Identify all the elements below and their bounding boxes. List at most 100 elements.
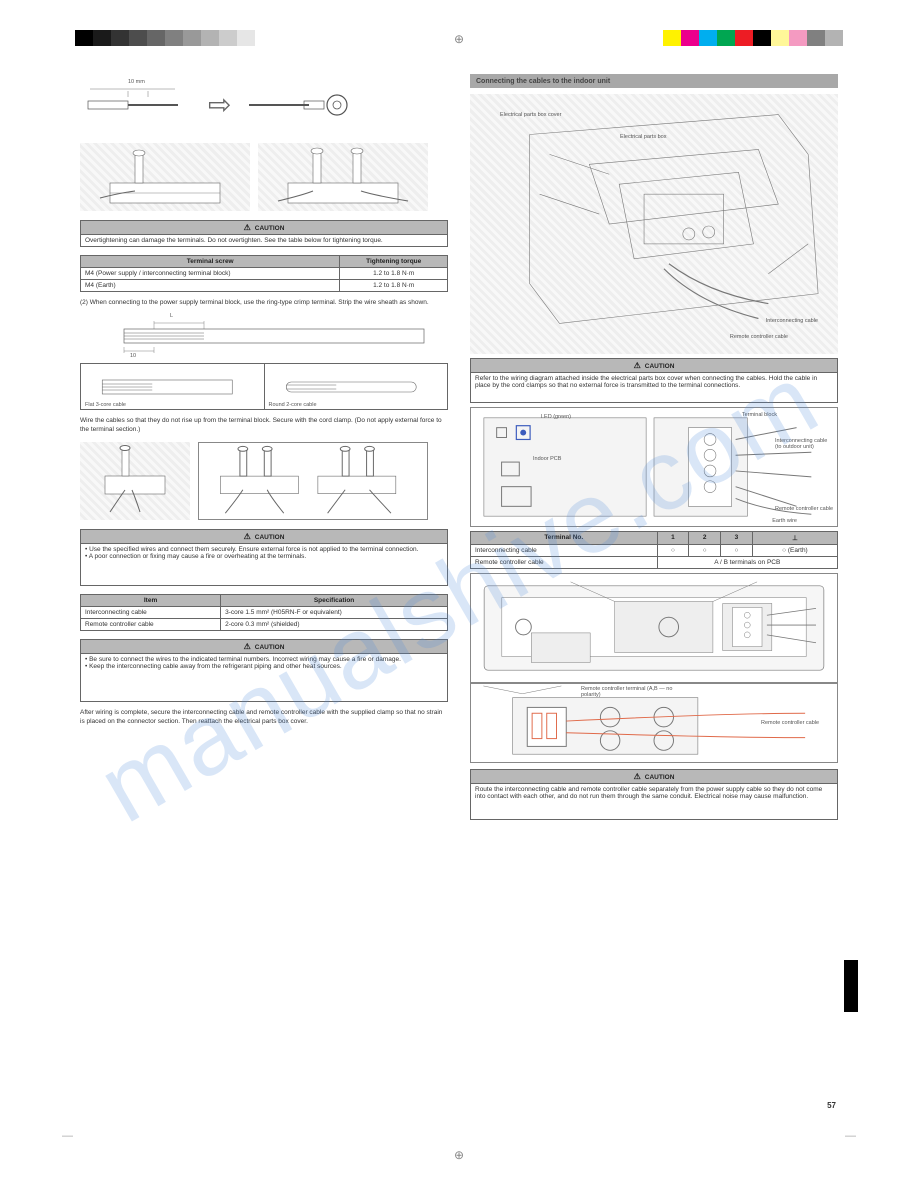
fig-rc-terminal: Remote controller terminal (A,B — no pol… [470, 683, 838, 763]
tt-r1c1: A / B terminals on PCB [657, 557, 837, 569]
lbl-rc2: Remote controller cable [775, 506, 835, 512]
colorbar-right [663, 30, 843, 46]
info-r1c1: 2-core 0.3 mm² (shielded) [221, 619, 448, 631]
caution-3: CAUTION • Be sure to connect the wires t… [80, 639, 448, 702]
color-swatch [789, 30, 807, 46]
page-content: 10 mm ⇨ [80, 70, 838, 1118]
color-swatch [237, 30, 255, 46]
lbl-led: LED (green) [541, 414, 571, 420]
color-swatch [699, 30, 717, 46]
color-swatch [219, 30, 237, 46]
caution-1: CAUTION Overtightening can damage the te… [80, 220, 448, 247]
caution-right-body: Refer to the wiring diagram attached ins… [471, 373, 838, 403]
fig-clamp-2 [198, 442, 428, 520]
info-table: Item Specification Interconnecting cable… [80, 594, 448, 631]
torque-r1c1: 1.2 to 1.8 N·m [340, 280, 448, 292]
color-swatch [807, 30, 825, 46]
tt-c2: 2 [689, 532, 721, 545]
color-swatch [735, 30, 753, 46]
tt-r0c1: ○ [657, 545, 689, 557]
fig-clamp-1 [80, 442, 190, 520]
side-tab [844, 960, 858, 1012]
fig-wire-strip-row: 10 mm ⇨ [80, 74, 448, 134]
wire-round-label: Round 2-core cable [269, 402, 317, 408]
caution-3-header: CAUTION [81, 640, 448, 654]
section-band: Connecting the cables to the indoor unit [470, 74, 838, 88]
fig-cable-strip: L 10 [80, 311, 448, 359]
color-swatch [129, 30, 147, 46]
wire-flat-label: Flat 3-core cable [85, 402, 126, 408]
fig-screw-single [80, 143, 250, 211]
arrow-icon: ⇨ [208, 88, 231, 121]
color-swatch [255, 30, 273, 46]
caution-right-header: CAUTION [471, 359, 838, 373]
tt-c4: ⊥ [752, 532, 837, 545]
tt-r0c4: ○ (Earth) [752, 545, 837, 557]
torque-r0c1: 1.2 to 1.8 N·m [340, 268, 448, 280]
lbl-earth: Earth wire [772, 518, 797, 524]
dim-b: 10 [130, 353, 136, 359]
lbl-intc: Interconnecting cable [766, 318, 818, 324]
left-column: 10 mm ⇨ [80, 70, 448, 1118]
torque-r0c0: M4 (Power supply / interconnecting termi… [81, 268, 340, 280]
lbl-rc-term: Remote controller terminal (A,B — no pol… [581, 686, 681, 698]
color-swatch [663, 30, 681, 46]
caution-bottom: CAUTION Route the interconnecting cable … [470, 769, 838, 820]
color-swatch [201, 30, 219, 46]
fig-terminal-screws-row [80, 142, 448, 212]
right-column: Connecting the cables to the indoor unit… [470, 70, 838, 1118]
torque-col-1: Tightening torque [340, 256, 448, 268]
color-swatch [93, 30, 111, 46]
color-swatch [111, 30, 129, 46]
dim-10mm: 10 mm [128, 79, 145, 85]
crop-mark-bl: — [62, 1130, 73, 1142]
caution-2: CAUTION • Use the specified wires and co… [80, 529, 448, 586]
fig-pcb: LED (green) Indoor PCB Terminal block In… [470, 407, 838, 527]
color-swatch [165, 30, 183, 46]
tt-r0c2: ○ [689, 545, 721, 557]
info-c0: Item [81, 595, 221, 607]
wire-round: Round 2-core cable [264, 363, 448, 409]
color-swatch [771, 30, 789, 46]
color-swatch [75, 30, 93, 46]
wire-flat: Flat 3-core cable [81, 363, 265, 409]
color-swatch [825, 30, 843, 46]
caution-bottom-body: Route the interconnecting cable and remo… [471, 784, 838, 820]
strip-note: (2) When connecting to the power supply … [80, 299, 448, 308]
color-swatch [753, 30, 771, 46]
lbl-rc-cable: Remote controller cable [761, 720, 831, 726]
caution-2-body: • Use the specified wires and connect th… [81, 544, 448, 586]
caution-1-header: CAUTION [81, 221, 448, 235]
fig-front-unit [470, 573, 838, 683]
info-c1: Specification [221, 595, 448, 607]
caution-3-body: • Be sure to connect the wires to the in… [81, 654, 448, 702]
wire-type-table: Flat 3-core cable Round 2-core cable [80, 363, 448, 410]
crop-mark-top: ⊕ [454, 32, 464, 46]
info-r0c0: Interconnecting cable [81, 607, 221, 619]
info-r0c1: 3-core 1.5 mm² (H05RN-F or equivalent) [221, 607, 448, 619]
lbl-pcb: Indoor PCB [533, 456, 561, 462]
tt-c3: 3 [721, 532, 753, 545]
color-swatch [681, 30, 699, 46]
crop-mark-bottom: ⊕ [454, 1148, 464, 1162]
fig-indoor-unit: Electrical parts box cover Electrical pa… [470, 94, 838, 354]
fig-ring-terminal [239, 79, 359, 129]
terminal-table: Terminal No. 1 2 3 ⊥ Interconnecting cab… [470, 531, 838, 569]
fig-clamp-row [80, 441, 448, 521]
lbl-intc2: Interconnecting cable (to outdoor unit) [775, 438, 835, 450]
color-swatch [717, 30, 735, 46]
torque-table: Terminal screw Tightening torque M4 (Pow… [80, 255, 448, 292]
terminal-caption: Wire the cables so that they do not rise… [80, 417, 448, 435]
lbl-rc: Remote controller cable [730, 334, 788, 340]
color-swatch [183, 30, 201, 46]
tt-r0c3: ○ [721, 545, 753, 557]
lbl-cover: Electrical parts box cover [500, 112, 561, 118]
lbl-box: Electrical parts box [620, 134, 666, 140]
info-r1c0: Remote controller cable [81, 619, 221, 631]
torque-r1c0: M4 (Earth) [81, 280, 340, 292]
fig-screw-double [258, 143, 428, 211]
lbl-tb: Terminal block [742, 412, 777, 418]
bottom-note: After wiring is complete, secure the int… [80, 709, 448, 727]
dim-a: L [170, 313, 173, 319]
color-swatch [147, 30, 165, 46]
